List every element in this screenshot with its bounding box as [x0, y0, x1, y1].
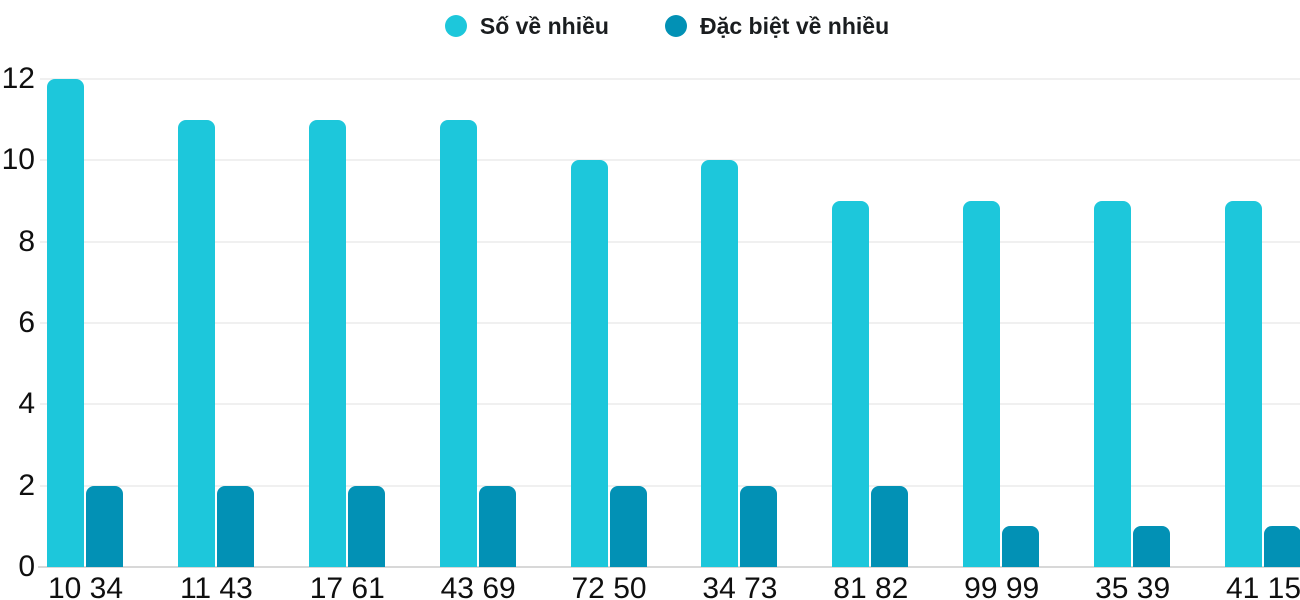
- y-tick-label: 2: [18, 468, 35, 502]
- bar-secondary: [1264, 526, 1300, 567]
- x-tick-label: 81 82: [833, 572, 909, 600]
- bar-primary: [701, 160, 739, 567]
- gridline: [40, 403, 1300, 406]
- gridline: [40, 322, 1300, 324]
- bar-primary: [1225, 201, 1262, 567]
- y-tick-label: 12: [1, 62, 35, 95]
- gridline: [40, 484, 1300, 487]
- x-tick-label: 41 15: [1225, 572, 1300, 600]
- y-tick-label: 4: [18, 387, 35, 421]
- legend-label-secondary: Đặc biệt về nhiều: [699, 12, 890, 39]
- bar-secondary: [1002, 526, 1040, 567]
- bar-primary: [963, 201, 1001, 567]
- bar-primary: [439, 119, 477, 567]
- x-tick-label: 72 50: [571, 572, 647, 600]
- gridline: [40, 159, 1300, 162]
- bar-secondary: [478, 485, 516, 567]
- bar-primary: [832, 201, 870, 567]
- bar-secondary: [216, 485, 254, 567]
- x-tick-label: 10 34: [47, 572, 124, 600]
- legend-dot-secondary-icon: [664, 15, 687, 37]
- x-tick-label: 11 43: [179, 572, 253, 600]
- bar-primary: [308, 119, 346, 567]
- bar-secondary: [740, 485, 778, 567]
- chart-legend: Số về nhiều Đặc biệt về nhiều: [17, 10, 1300, 42]
- bar-secondary: [1133, 526, 1171, 567]
- bar-secondary: [609, 485, 647, 567]
- y-tick-label: 10: [1, 143, 35, 177]
- bar-primary: [1094, 201, 1132, 567]
- x-axis-line: [38, 566, 1300, 568]
- bar-secondary: [871, 485, 909, 567]
- legend-item-secondary[interactable]: Đặc biệt về nhiều: [664, 12, 890, 39]
- bar-secondary: [347, 485, 385, 567]
- bar-primary: [47, 79, 84, 567]
- legend-label-primary: Số về nhiều: [479, 12, 609, 39]
- gridline: [40, 240, 1300, 243]
- x-tick-label: 35 39: [1095, 572, 1171, 600]
- x-tick-label: 99 99: [964, 572, 1040, 600]
- bar-primary: [570, 160, 608, 567]
- bar-secondary: [86, 485, 123, 567]
- x-tick-label: 17 61: [309, 572, 385, 600]
- legend-dot-primary-icon: [444, 15, 467, 37]
- legend-item-primary[interactable]: Số về nhiều: [444, 12, 609, 39]
- bar-primary: [177, 119, 215, 567]
- x-tick-label: 34 73: [702, 572, 778, 600]
- gridline: [40, 78, 1300, 80]
- y-tick-label: 0: [18, 550, 35, 583]
- x-tick-label: 43 69: [440, 572, 516, 600]
- y-tick-label: 8: [18, 224, 35, 258]
- y-tick-label: 6: [18, 306, 35, 339]
